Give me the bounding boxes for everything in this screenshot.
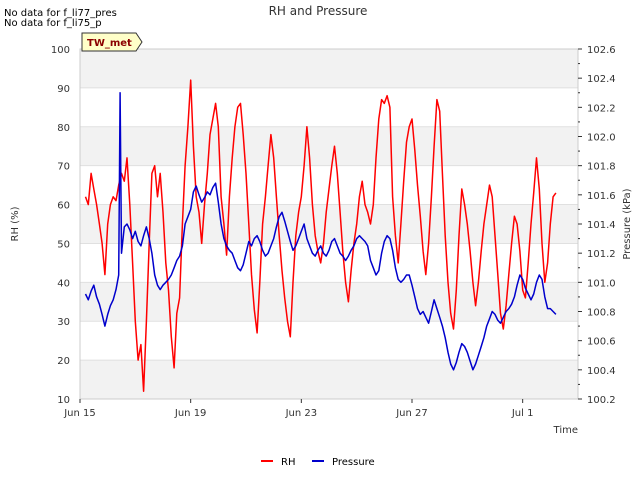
legend-label-rh: RH	[281, 457, 295, 468]
x-tick-label: Jun 23	[285, 408, 318, 419]
grid-band	[80, 49, 578, 88]
y-axis-right: 100.2 100.4 100.6 100.8 101.0 101.2 101.4 101.6…	[578, 45, 616, 406]
y-axis-left-title: RH (%)	[10, 206, 21, 241]
series-layer	[84, 79, 557, 392]
site-tag: TW_met	[81, 32, 143, 52]
y-axis-right-title: Pressure (kPa)	[622, 188, 633, 259]
y-left-tick-label: 90	[57, 84, 70, 95]
y-axis-left: 10 20 30 40 50 60 70 80 90 100	[51, 45, 70, 406]
y-left-tick-label: 20	[57, 356, 70, 367]
y-left-tick-label: 80	[57, 123, 70, 134]
y-left-tick-label: 50	[57, 239, 70, 250]
grid-band	[80, 282, 578, 322]
legend-label-pressure: Pressure	[332, 457, 375, 468]
y-left-tick-label: 40	[57, 278, 70, 289]
y-right-tick-label: 101.8	[587, 162, 616, 173]
y-right-tick-label: 102.4	[587, 74, 616, 85]
plot-bands	[80, 49, 578, 399]
chart-title: RH and Pressure	[269, 4, 368, 18]
site-tag-box	[81, 32, 143, 52]
y-right-tick-label: 100.4	[587, 366, 616, 377]
y-right-tick-label: 102.0	[587, 133, 616, 144]
y-left-tick-label: 10	[57, 395, 70, 406]
y-right-tick-label: 101.4	[587, 220, 616, 231]
y-right-tick-label: 101.0	[587, 278, 616, 289]
series-line-pressure	[84, 91, 557, 371]
y-right-tick-label: 101.6	[587, 191, 616, 202]
x-tick-label: Jul 1	[511, 408, 534, 419]
y-right-tick-label: 100.2	[587, 395, 616, 406]
x-tick-label: Jun 27	[395, 408, 428, 419]
y-right-tick-label: 101.2	[587, 249, 616, 260]
grid-band	[80, 360, 578, 399]
x-tick-label: Jun 19	[174, 408, 207, 419]
series-line-rh	[84, 79, 557, 392]
site-tag-label: TW_met	[87, 38, 132, 49]
y-left-tick-label: 100	[51, 45, 70, 56]
y-left-tick-label: 30	[57, 317, 70, 328]
x-tick-label: Jun 15	[63, 408, 96, 419]
grid-band	[80, 204, 578, 244]
x-axis-title: Time	[553, 425, 578, 436]
x-axis: Jun 15 Jun 19 Jun 23 Jun 27 Jul 1	[63, 399, 533, 419]
y-left-tick-label: 60	[57, 201, 70, 212]
grid-band	[80, 126, 578, 166]
y-right-tick-label: 102.2	[587, 103, 616, 114]
y-right-tick-label: 100.8	[587, 308, 616, 319]
y-right-tick-label: 100.6	[587, 337, 616, 348]
y-left-tick-label: 70	[57, 162, 70, 173]
no-data-note-2: No data for f_li75_p	[4, 18, 102, 29]
no-data-note-1: No data for f_li77_pres	[4, 8, 117, 19]
y-right-tick-label: 102.6	[587, 45, 616, 56]
legend: RH Pressure	[261, 457, 375, 468]
